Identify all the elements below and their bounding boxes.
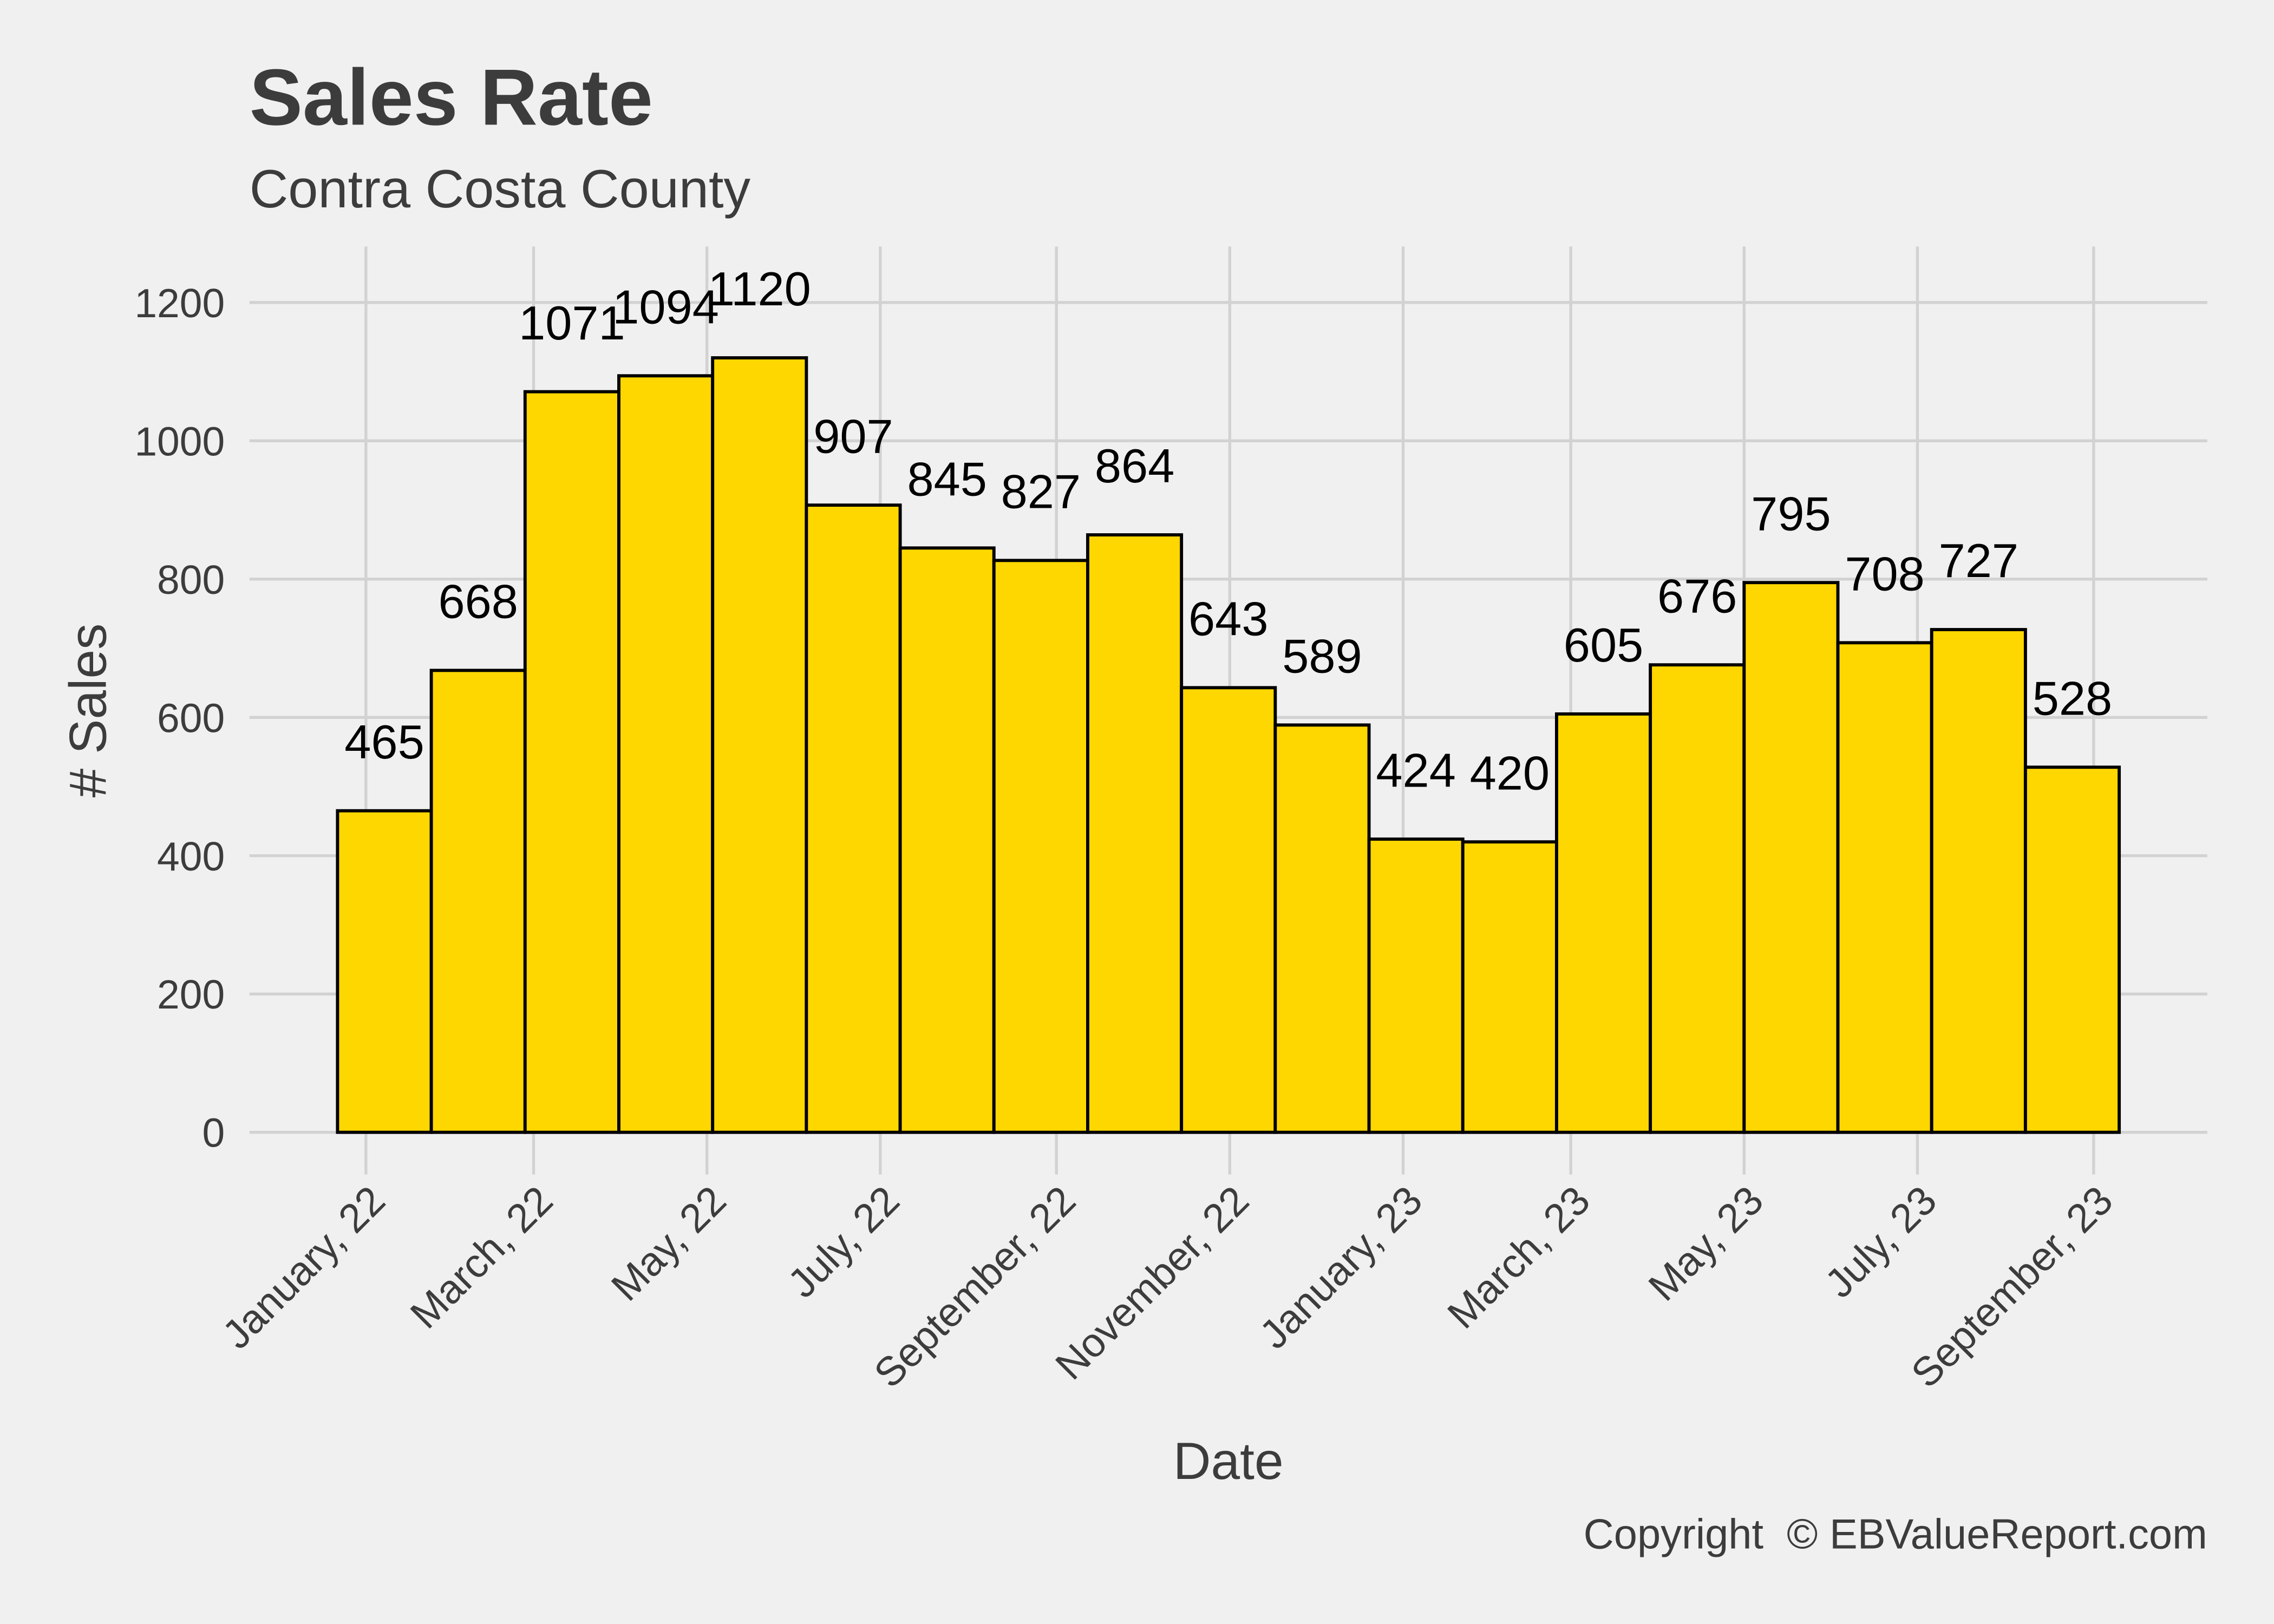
bar-value-label: 676 — [1657, 569, 1737, 623]
histogram-bar — [711, 356, 808, 1134]
histogram-bar — [1086, 533, 1184, 1134]
histogram-bar — [1554, 712, 1652, 1134]
bar-value-label: 1120 — [708, 262, 811, 316]
y-axis-title: # Sales — [60, 624, 117, 798]
histogram-bar — [805, 503, 902, 1134]
bar-value-label: 528 — [2033, 671, 2112, 725]
x-axis-title: Date — [1173, 1432, 1284, 1490]
bar-value-label: 424 — [1376, 743, 1455, 797]
y-tick-label: 1000 — [134, 418, 225, 464]
bar-value-label: 827 — [1001, 464, 1081, 518]
bar-value-label: 643 — [1188, 592, 1268, 646]
chart-title: Sales Rate — [250, 53, 653, 142]
histogram-bar — [1742, 581, 1840, 1134]
bar-value-label: 727 — [1939, 534, 2018, 587]
bar-value-label: 1071 — [519, 296, 625, 350]
histogram-bar — [898, 546, 996, 1134]
bar-value-label: 589 — [1282, 630, 1362, 683]
y-tick-label: 200 — [157, 972, 225, 1017]
bar-value-label: 907 — [813, 409, 893, 463]
y-tick-label: 1200 — [134, 280, 225, 326]
histogram-bar — [2023, 765, 2121, 1134]
histogram-bar — [429, 669, 527, 1134]
bar-value-label: 864 — [1095, 439, 1174, 493]
y-tick-label: 800 — [157, 557, 225, 603]
bar-value-label: 795 — [1751, 487, 1831, 540]
y-tick-label: 0 — [202, 1110, 225, 1156]
y-tick-label: 600 — [157, 695, 225, 741]
histogram-bar — [1930, 628, 2027, 1134]
bar-value-label: 845 — [907, 453, 986, 506]
copyright-caption: Copyright © EBValueReport.com — [1584, 1511, 2207, 1558]
histogram-bar — [1461, 840, 1558, 1134]
histogram-bar — [1367, 837, 1465, 1134]
histogram-bars — [336, 356, 2121, 1134]
bar-value-label: 1094 — [612, 280, 719, 333]
bar-value-label: 708 — [1845, 547, 1924, 601]
histogram-bar — [1273, 723, 1371, 1134]
y-axis-tick-labels: 0 200 400 600 800 1000 1200 — [134, 280, 225, 1156]
bar-value-label: 668 — [438, 575, 518, 628]
bar-value-label: 465 — [344, 715, 424, 769]
histogram-bar — [617, 374, 715, 1134]
histogram-bar — [336, 809, 433, 1134]
bar-value-label: 605 — [1564, 618, 1643, 672]
histogram-bar — [523, 390, 620, 1134]
y-tick-label: 400 — [157, 834, 225, 879]
histogram-bar — [992, 559, 1089, 1134]
histogram-bar — [1836, 641, 1933, 1134]
bar-value-label: 420 — [1470, 746, 1550, 800]
histogram-bar — [1649, 663, 1746, 1134]
histogram-bar — [1180, 686, 1277, 1134]
chart-subtitle: Contra Costa County — [250, 159, 751, 219]
